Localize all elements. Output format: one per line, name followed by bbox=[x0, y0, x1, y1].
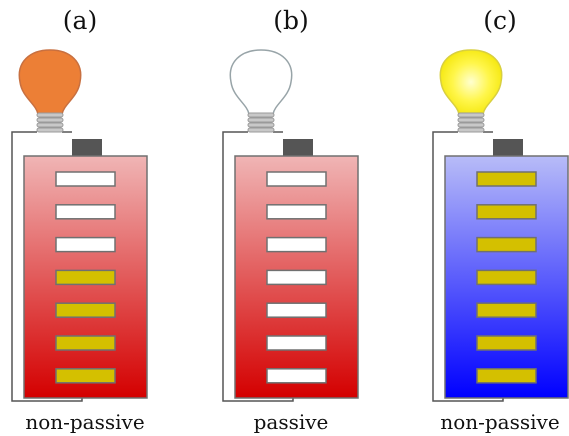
battery-cell-empty bbox=[55, 204, 116, 220]
battery-cell-empty bbox=[266, 368, 327, 384]
bulb-base-thread bbox=[36, 122, 64, 128]
battery-cell-charged bbox=[476, 335, 537, 351]
panel-a bbox=[11, 49, 148, 402]
battery-cell-empty bbox=[266, 236, 327, 253]
bulb-base-thread bbox=[247, 117, 275, 123]
bulb-base-thread bbox=[247, 112, 275, 118]
bulb-base-thread bbox=[247, 127, 275, 133]
bulb-base-thread bbox=[36, 112, 64, 118]
wire-left bbox=[11, 131, 83, 402]
battery-cell-empty bbox=[55, 236, 116, 253]
battery-cell-empty bbox=[266, 302, 327, 318]
battery-cell-charged bbox=[476, 204, 537, 220]
battery-cell-charged bbox=[476, 269, 537, 286]
bulb-glass-off bbox=[229, 49, 293, 115]
battery-cell-charged bbox=[55, 302, 116, 318]
bulb-base-thread bbox=[247, 122, 275, 128]
battery-cell-empty bbox=[266, 335, 327, 351]
panel-a-label: (a) bbox=[62, 6, 98, 35]
battery-cell-charged bbox=[55, 368, 116, 384]
bulb-base-thread bbox=[457, 122, 485, 128]
battery-cell-empty bbox=[266, 204, 327, 220]
panel-b-caption: passive bbox=[253, 410, 329, 434]
panel-c bbox=[432, 49, 569, 402]
battery-cell-empty bbox=[55, 171, 116, 187]
bulb-base-thread bbox=[457, 117, 485, 123]
wire-left bbox=[222, 131, 294, 402]
panel-b bbox=[222, 49, 359, 402]
bulb-base-thread bbox=[36, 117, 64, 123]
battery-cell-charged bbox=[476, 236, 537, 253]
battery-cell-charged bbox=[55, 269, 116, 286]
panel-c-caption: non-passive bbox=[440, 410, 560, 434]
battery-cell-charged bbox=[55, 335, 116, 351]
panel-a-caption: non-passive bbox=[25, 410, 145, 434]
battery-cell-empty bbox=[266, 269, 327, 286]
battery-cell-empty bbox=[266, 171, 327, 187]
battery-cell-charged bbox=[476, 302, 537, 318]
bulb-base-thread bbox=[36, 127, 64, 133]
battery-cell-charged bbox=[476, 171, 537, 187]
bulb-glass-dim-orange bbox=[18, 49, 82, 115]
wire-left bbox=[432, 131, 504, 402]
bulb-base-thread bbox=[457, 112, 485, 118]
battery-terminal bbox=[493, 139, 523, 156]
battery-terminal bbox=[72, 139, 102, 156]
battery-cell-charged bbox=[476, 368, 537, 384]
battery-terminal bbox=[283, 139, 313, 156]
bulb-base-thread bbox=[457, 127, 485, 133]
panel-c-label: (c) bbox=[483, 6, 517, 35]
bulb-glass-bright-yellow bbox=[439, 49, 503, 115]
panel-b-label: (b) bbox=[273, 6, 309, 35]
